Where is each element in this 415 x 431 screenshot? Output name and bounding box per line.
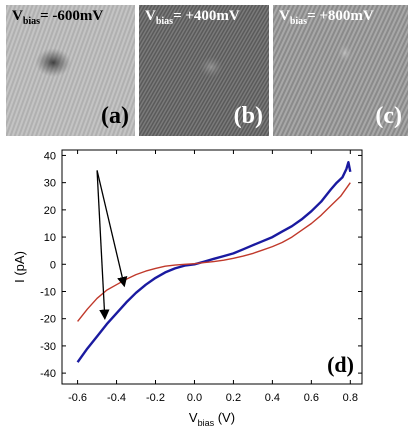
bias-label-c: Vbias= +800mV — [279, 8, 374, 27]
iv-chart: -0.6 -0.4 -0.2 0.0 0.2 0.4 0.6 0.8 -40 -30 -20 -10 0… — [0, 138, 415, 431]
iv-chart-svg: -0.6 -0.4 -0.2 0.0 0.2 0.4 0.6 0.8 -40 -30 -20 -10 0… — [12, 149, 363, 428]
x-tick-label: -0.6 — [68, 392, 87, 404]
x-tick-label: 0.4 — [265, 392, 280, 404]
y-tick-label: -40 — [40, 368, 56, 380]
panel-label-d: (d) — [327, 352, 354, 377]
y-tick-label: -30 — [40, 341, 56, 353]
stm-image-a — [6, 5, 135, 136]
y-tick-label: -10 — [40, 286, 56, 298]
plot-frame — [61, 149, 363, 385]
stm-image-panel-a: Vbias= -600mV (a) — [6, 5, 135, 136]
series-line-0 — [76, 161, 352, 363]
panel-label-c: (c) — [375, 103, 402, 129]
annotation-arrow-0 — [96, 170, 128, 288]
y-tick-label: 10 — [44, 232, 56, 244]
x-tick-label: 0.8 — [343, 392, 358, 404]
annotation-arrow-1 — [96, 170, 110, 320]
series-line-1 — [77, 182, 351, 322]
bias-label-b: Vbias= +400mV — [145, 8, 240, 27]
y-tick-label: 30 — [44, 178, 56, 190]
y-tick-label: 0 — [50, 259, 56, 271]
y-tick-label: 20 — [44, 205, 56, 217]
stm-image-panel-c: Vbias= +800mV (c) — [273, 5, 408, 136]
x-tick-label: 0.6 — [304, 392, 319, 404]
x-tick-label: -0.4 — [107, 392, 126, 404]
panel-label-a: (a) — [101, 103, 129, 129]
x-tick-label: 0.2 — [226, 392, 241, 404]
bias-label-a: Vbias= -600mV — [12, 8, 104, 27]
y-tick-label: 40 — [44, 150, 56, 162]
stm-image-panel-b: Vbias= +400mV (b) — [139, 5, 269, 136]
x-tick-label: 0.0 — [187, 392, 202, 404]
stm-image-c — [273, 5, 408, 136]
stm-image-b — [139, 5, 269, 136]
x-tick-label: -0.2 — [146, 392, 165, 404]
x-axis-label: Vbias (V) — [189, 410, 235, 428]
y-tick-label: -20 — [40, 314, 56, 326]
y-axis-label: I (pA) — [12, 251, 27, 283]
panel-label-b: (b) — [233, 103, 263, 129]
